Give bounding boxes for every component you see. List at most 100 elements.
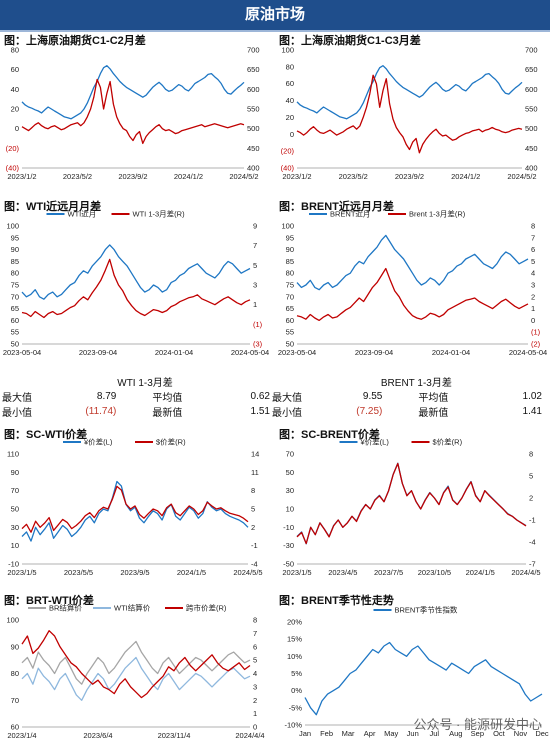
y-left-tick: 40 — [286, 96, 294, 105]
panel-wti-spread: 图：WTI近远月月差 100 95 90 85 80 75 70 65 60 55 50 9 7 5 3 1 (1… — [0, 196, 272, 366]
x-tick: 2024/4/4 — [235, 731, 264, 740]
y-right-tick: 8 — [529, 450, 533, 459]
x-tick: 2024/1/2 — [174, 172, 203, 181]
y-left-tick: 10 — [11, 541, 19, 550]
y-right-tick: 6 — [531, 245, 535, 254]
series-line — [21, 65, 245, 120]
y-right-tick: 450 — [525, 144, 538, 153]
y-left-tick: 80 — [286, 269, 294, 278]
y-left-tick: 70 — [11, 696, 19, 705]
y-right-tick: 5 — [529, 472, 533, 481]
x-tick: 2023/9/5 — [120, 568, 149, 577]
y-right-tick: 5 — [253, 656, 257, 665]
y-right-tick: 0 — [531, 316, 535, 325]
stats-min-value: (11.74) — [85, 406, 117, 417]
y-left-tick: (40) — [6, 164, 20, 173]
legend-label: BRENT季节性指数 — [395, 605, 458, 615]
x-tick: 2023/11/4 — [158, 731, 191, 740]
legend-label: 跨市价差(R) — [186, 603, 227, 613]
y-left-tick: 100 — [6, 616, 19, 625]
x-tick: Sep — [471, 729, 484, 738]
chart-title: 图：上海原油期货C1-C2月差 — [4, 35, 146, 47]
y-right-tick: 700 — [525, 46, 538, 55]
panel-brent-seasonal: 图：BRENT季节性走势 20% 15% 10% 5% 0% -5% -10% Jan Feb Ma… — [275, 590, 550, 747]
y-left-tick: 65 — [286, 304, 294, 313]
chart-svg: 70 50 30 10 -10 -30 -50 8 5 2 -1 -4 -7 2023/1/5 2023/4… — [282, 437, 540, 578]
stats-avg-value: 0.62 — [250, 391, 270, 402]
watermark: 公众号 · 能源研发中心 — [413, 717, 542, 732]
legend-label: Brent 1-3月差(R) — [409, 209, 466, 219]
y-left-tick: -10 — [8, 560, 19, 569]
y-right-tick: 2 — [253, 696, 257, 705]
y-left-tick: 30 — [11, 523, 19, 532]
stats-brent: BRENT 1-3月差 最大值 9.55 平均值 1.02 最小值 (7.25)… — [270, 374, 544, 419]
series-line — [296, 234, 529, 291]
y-right-tick: 2 — [531, 292, 535, 301]
y-right-tick: -4 — [251, 560, 258, 569]
y-right-tick: 3 — [531, 281, 535, 290]
y-right-tick: 700 — [247, 46, 260, 55]
stats-min-label: 最小值 — [272, 408, 302, 419]
y-left-tick: -50 — [283, 560, 294, 569]
y-right-tick: 1 — [531, 304, 535, 313]
x-tick: May — [384, 729, 398, 738]
y-right-tick: 11 — [251, 468, 259, 477]
series-line — [21, 258, 251, 319]
y-right-tick: (1) — [531, 328, 541, 337]
series-line — [21, 78, 245, 145]
y-left-tick: 60 — [11, 65, 19, 74]
x-tick: 2023/1/5 — [7, 568, 36, 577]
stats-max-label: 最大值 — [2, 393, 32, 404]
y-left-tick: 55 — [286, 328, 294, 337]
chart-svg: 20% 15% 10% 5% 0% -5% -10%Jan Feb Mar Apr May Jun Ju… — [284, 605, 548, 739]
y-left-tick: 100 — [281, 222, 294, 231]
legend-label: WTI 1-3月差(R) — [133, 209, 186, 219]
x-tick: 2024-01-04 — [155, 348, 193, 357]
y-left-tick: 90 — [11, 468, 19, 477]
y-left-tick: 80 — [11, 269, 19, 278]
y-right-tick: 500 — [525, 124, 538, 133]
chart-svg: 806040200(20)(40)70065060055050045040020… — [6, 46, 260, 182]
stats-latest-value: 1.41 — [522, 406, 542, 417]
x-tick: Feb — [320, 729, 333, 738]
y-left-tick: 50 — [286, 340, 294, 349]
legend-label: BRENT近月 — [330, 209, 370, 219]
x-tick: 2023/4/5 — [328, 568, 357, 577]
stats-max-label: 最大值 — [272, 393, 302, 404]
chart-svg: 110 90 70 50 30 10 -10 14 11 8 5 2 -1 -4 2023/1/5 2023/… — [7, 437, 263, 578]
page-banner: 原油市场 — [0, 0, 550, 32]
chart-title: 图：BRENT季节性走势 — [279, 595, 394, 607]
y-right-tick: 2 — [529, 494, 533, 503]
x-tick: Jul — [429, 729, 439, 738]
y-right-tick: 4 — [253, 669, 257, 678]
y-left-tick: 110 — [7, 450, 19, 459]
y-left-tick: 0 — [15, 124, 19, 133]
y-right-tick: -7 — [529, 560, 536, 569]
y-left-tick: 60 — [11, 316, 19, 325]
x-tick: 2023/6/4 — [83, 731, 112, 740]
series-line — [296, 462, 527, 545]
x-tick: 2023-05-04 — [278, 348, 316, 357]
y-left-tick: 90 — [11, 245, 19, 254]
series-line — [21, 244, 251, 300]
chart-title: 图：SC-BRENT价差 — [279, 429, 380, 441]
x-tick: 2023/5/2 — [339, 172, 368, 181]
y-left-tick: 15% — [287, 635, 302, 644]
y-right-tick: 1 — [253, 709, 257, 718]
legend-label: ¥价差(L) — [361, 437, 390, 447]
y-left-tick: 90 — [11, 642, 19, 651]
y-left-tick: 60 — [286, 316, 294, 325]
chart-title: 图：上海原油期货C1-C3月差 — [279, 35, 421, 47]
y-left-tick: 100 — [6, 222, 19, 231]
y-left-tick: -10% — [284, 721, 302, 730]
y-right-tick: 7 — [253, 629, 257, 638]
x-tick: 2024/4/5 — [511, 568, 540, 577]
y-right-tick: (2) — [531, 340, 541, 349]
y-right-tick: 3 — [253, 281, 257, 290]
chart-svg: 1009590858075706560555097531(1)(3)2023-0… — [3, 209, 269, 358]
y-left-tick: 10% — [287, 652, 302, 661]
y-left-tick: 30 — [286, 486, 294, 495]
y-left-tick: 0% — [291, 686, 302, 695]
chart-title: 图：BRT-WTI价差 — [4, 595, 94, 607]
chart-svg: 100 90 80 70 60 8 7 6 5 4 3 2 1 0 2023/1/4 2023/6/4 2023… — [6, 603, 264, 741]
